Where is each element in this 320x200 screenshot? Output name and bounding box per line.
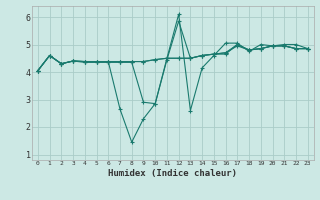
X-axis label: Humidex (Indice chaleur): Humidex (Indice chaleur) — [108, 169, 237, 178]
